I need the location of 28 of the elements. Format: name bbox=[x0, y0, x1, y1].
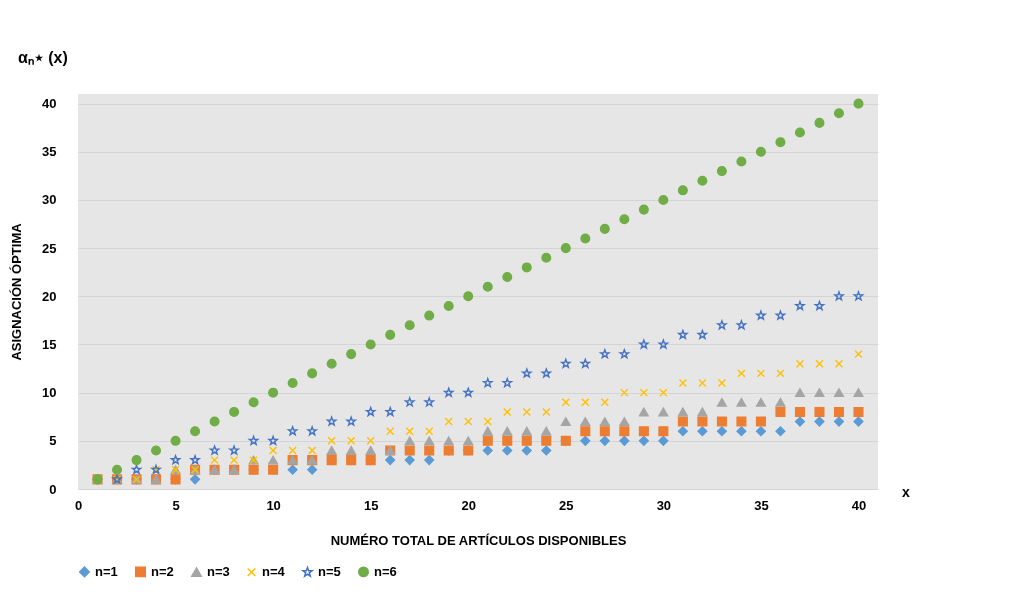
y-tick-label: 5 bbox=[49, 433, 57, 449]
legend-label: n=4 bbox=[262, 564, 286, 580]
x-tick-label: 10 bbox=[266, 497, 281, 513]
x-tick-label: 30 bbox=[656, 497, 672, 513]
y-axis-title: ASIGNACIÓN ÓPTIMA bbox=[9, 222, 25, 361]
x-tick-label: 35 bbox=[754, 497, 769, 513]
y-tick-label: 30 bbox=[42, 192, 57, 208]
x-axis-title: NUMÉRO TOTAL DE ARTÍCULOS DISPONIBLES bbox=[330, 532, 627, 548]
legend-label: n=3 bbox=[207, 564, 230, 580]
x-tick-label: 5 bbox=[172, 497, 180, 513]
x-tick-label: 15 bbox=[363, 497, 379, 513]
legend-label: n=1 bbox=[95, 563, 118, 579]
y-tick-label: 40 bbox=[42, 96, 57, 112]
x-tick-label: 25 bbox=[559, 497, 574, 513]
legend-label: n=2 bbox=[151, 563, 174, 579]
x-tick-label: 0 bbox=[74, 497, 83, 513]
y-tick-label: 20 bbox=[42, 288, 57, 304]
y-tick-label: 15 bbox=[42, 336, 57, 352]
text: αₙ⋆ (x) bbox=[18, 49, 68, 66]
y-tick-label: 0 bbox=[49, 481, 57, 497]
x-tick-label: 40 bbox=[851, 497, 867, 513]
legend-label: n=5 bbox=[318, 564, 341, 580]
legend-label: n=6 bbox=[374, 563, 397, 579]
text: x bbox=[902, 484, 911, 500]
x-tick-label: 20 bbox=[461, 497, 476, 513]
y-tick-label: 25 bbox=[42, 240, 57, 256]
y-tick-label: 35 bbox=[42, 144, 57, 160]
y-tick-label: 10 bbox=[42, 385, 57, 401]
